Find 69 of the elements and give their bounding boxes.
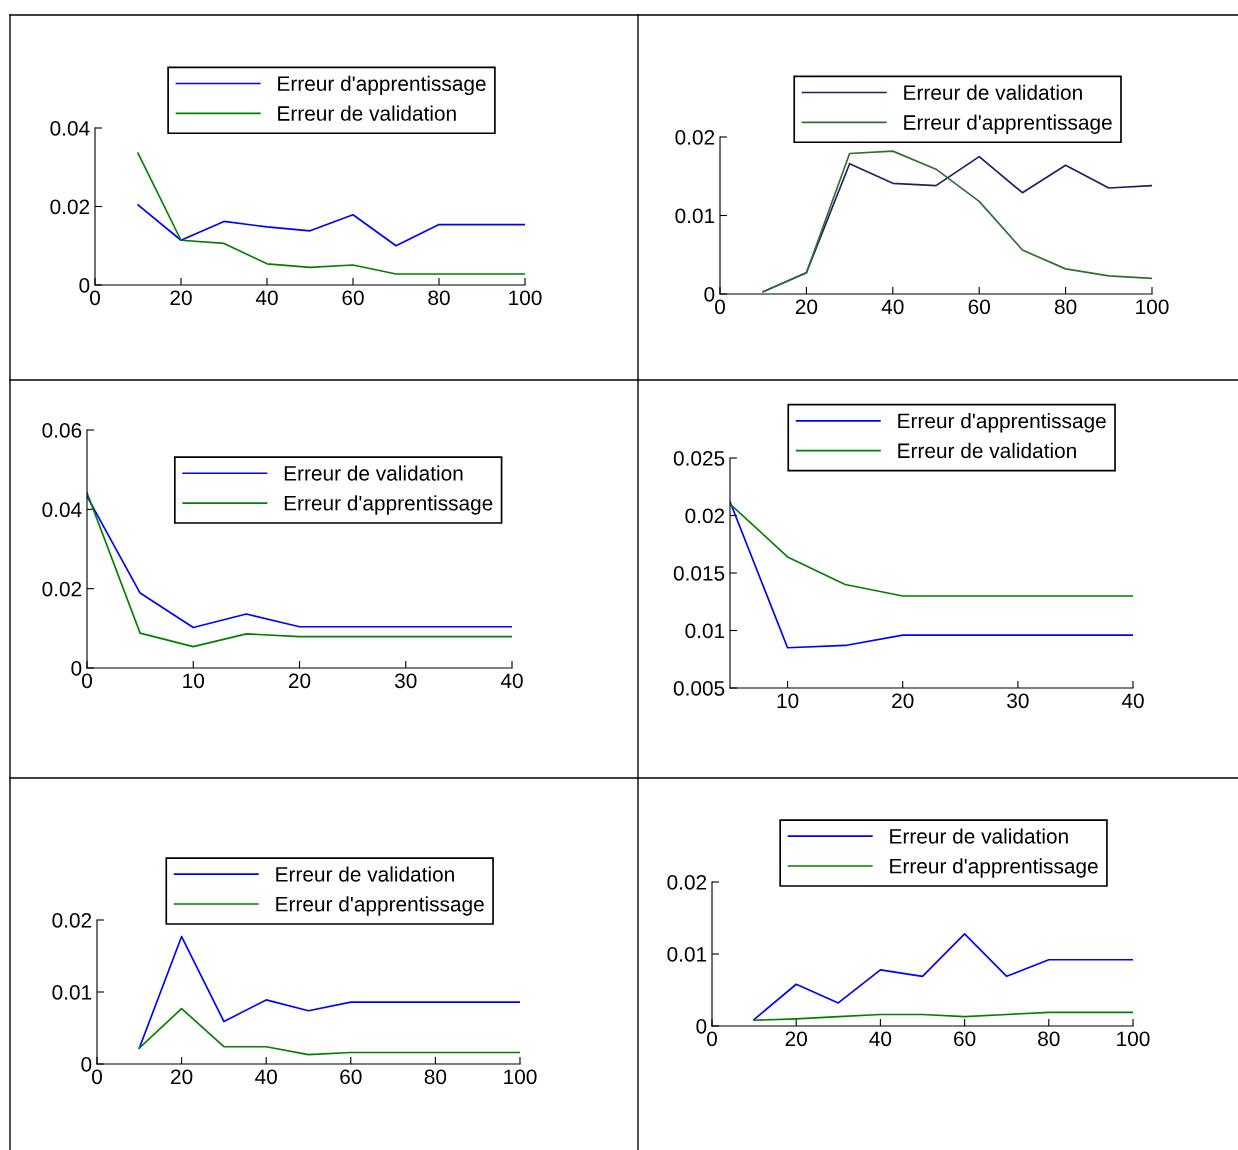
x-tick-label: 30 bbox=[1007, 693, 1029, 709]
legend-label: Erreur de validation bbox=[284, 465, 463, 481]
x-tick-label: 40 bbox=[881, 299, 904, 315]
y-tick-label: 0 bbox=[79, 278, 90, 293]
y-tick-label: 0.04 bbox=[42, 502, 82, 518]
x-tick-label: 10 bbox=[777, 693, 799, 709]
x-tick-label: 40 bbox=[255, 1069, 277, 1085]
x-tick-label: 80 bbox=[424, 1069, 447, 1085]
x-tick-label: 100 bbox=[504, 1069, 537, 1085]
line-series bbox=[753, 1011, 1133, 1022]
x-tick-label: 20 bbox=[795, 299, 818, 315]
legend-label: Erreur d'apprentissage bbox=[904, 114, 1112, 134]
legend-label: Erreur d'apprentissage bbox=[276, 896, 484, 916]
y-tick-label: 0.02 bbox=[50, 199, 90, 215]
x-tick-label: 60 bbox=[954, 1031, 976, 1047]
x-tick-label: 20 bbox=[171, 1069, 193, 1085]
legend-label: Erreur de validation bbox=[904, 84, 1082, 100]
x-tick-label: 80 bbox=[1038, 1031, 1060, 1047]
y-tick-label: 0.04 bbox=[50, 121, 90, 136]
y-tick-label: 0.015 bbox=[673, 566, 725, 581]
legend-label: Erreur de validation bbox=[898, 442, 1076, 459]
legend-label: Erreur de validation bbox=[890, 828, 1068, 844]
x-tick-label: 100 bbox=[1117, 1031, 1150, 1047]
y-tick-label: 0 bbox=[696, 1019, 707, 1034]
line-series bbox=[138, 1007, 520, 1056]
y-tick-label: 0 bbox=[81, 1057, 92, 1072]
line-series bbox=[730, 503, 1133, 597]
legend-label: Erreur de validation bbox=[276, 866, 454, 882]
y-tick-label: 0.02 bbox=[667, 875, 707, 890]
x-tick-label: 100 bbox=[509, 290, 542, 306]
y-tick-label: 0.01 bbox=[667, 947, 707, 962]
legend-label: Erreur d'apprentissage bbox=[278, 75, 486, 96]
y-tick-label: 0.02 bbox=[42, 581, 82, 597]
x-tick-label: 60 bbox=[968, 299, 990, 315]
x-tick-label: 40 bbox=[1121, 693, 1144, 709]
x-tick-label: 40 bbox=[500, 673, 523, 689]
legend-label: Erreur d'apprentissage bbox=[284, 495, 493, 515]
line-series bbox=[138, 935, 520, 1049]
y-tick-label: 0.06 bbox=[42, 423, 82, 438]
x-tick-label: 10 bbox=[183, 673, 205, 689]
line-series bbox=[730, 500, 1133, 649]
x-tick-label: 80 bbox=[1054, 299, 1077, 315]
y-tick-label: 0.01 bbox=[52, 985, 92, 1000]
x-tick-label: 80 bbox=[428, 290, 450, 306]
y-tick-label: 0.025 bbox=[673, 451, 725, 466]
legend-label: Erreur de validation bbox=[278, 105, 456, 121]
line-series bbox=[137, 204, 525, 247]
y-tick-label: 0.005 bbox=[673, 681, 725, 696]
x-tick-label: 20 bbox=[170, 290, 192, 306]
legend-label: Erreur d'apprentissage bbox=[898, 412, 1106, 433]
x-tick-label: 0 bbox=[92, 1069, 102, 1085]
x-tick-label: 60 bbox=[340, 1069, 362, 1085]
y-tick-label: 0.02 bbox=[52, 913, 92, 928]
y-tick-label: 0.01 bbox=[685, 623, 725, 639]
legend-label: Erreur d'apprentissage bbox=[890, 858, 1098, 878]
x-tick-label: 20 bbox=[892, 693, 914, 709]
line-series bbox=[137, 152, 525, 275]
y-tick-label: 0 bbox=[71, 661, 82, 676]
y-tick-label: 0.01 bbox=[675, 208, 715, 224]
y-tick-label: 0.02 bbox=[685, 508, 725, 524]
x-tick-label: 40 bbox=[869, 1031, 892, 1047]
x-tick-label: 60 bbox=[342, 290, 364, 306]
y-tick-label: 0.02 bbox=[675, 130, 715, 145]
x-tick-label: 20 bbox=[288, 673, 311, 689]
x-tick-label: 30 bbox=[394, 673, 417, 689]
x-tick-label: 20 bbox=[785, 1031, 807, 1047]
line-series bbox=[753, 933, 1133, 1021]
x-tick-label: 40 bbox=[255, 290, 278, 306]
x-tick-label: 100 bbox=[1136, 299, 1169, 315]
